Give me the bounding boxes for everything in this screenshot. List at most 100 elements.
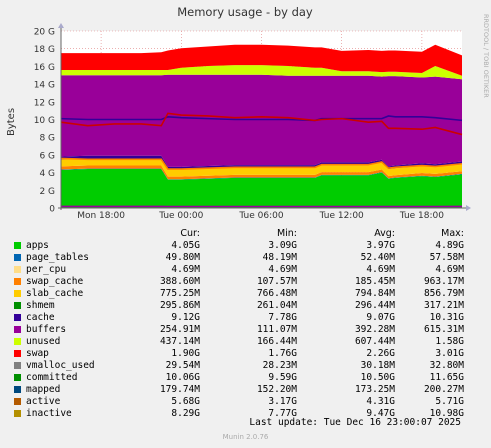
legend-swatch	[14, 266, 21, 273]
legend-value-avg: 296.44M	[354, 300, 395, 311]
legend-value-max: 3.01G	[435, 348, 464, 359]
y-tick-label: 0	[49, 205, 55, 215]
x-axis-arrow	[466, 205, 471, 211]
legend-row-cache: cache 9.12G 7.78G 9.07G 10.31G	[0, 312, 491, 323]
legend-value-min: 261.04M	[256, 300, 297, 311]
legend-row-buffers: buffers 254.91M 111.07M 392.28M 615.31M	[0, 324, 491, 335]
legend-row-swap: swap 1.90G 1.76G 2.26G 3.01G	[0, 348, 491, 359]
legend-swatch	[14, 290, 21, 297]
legend-value-avg: 30.18M	[360, 360, 395, 371]
legend-value-avg: 607.44M	[354, 336, 395, 347]
legend-value-cur: 49.80M	[165, 252, 200, 263]
legend-swatch	[14, 410, 21, 417]
legend-value-avg: 185.45M	[354, 276, 395, 287]
legend-value-cur: 254.91M	[159, 324, 200, 335]
legend-value-cur: 10.06G	[165, 372, 200, 383]
legend-row-active: active 5.68G 3.17G 4.31G 5.71G	[0, 396, 491, 407]
legend-value-max: 200.27M	[423, 384, 464, 395]
legend-value-avg: 52.40M	[360, 252, 395, 263]
legend-swatch	[14, 338, 21, 345]
legend-value-avg: 3.97G	[366, 240, 395, 251]
y-tick-label: 16 G	[34, 63, 55, 73]
area-cache	[61, 74, 462, 167]
legend-row-committed: committed 10.06G 9.59G 10.50G 11.65G	[0, 372, 491, 383]
legend-label: shmem	[26, 300, 55, 311]
legend-value-min: 7.78G	[268, 312, 297, 323]
stacked-areas	[61, 44, 462, 208]
header-cur: Cur:	[180, 228, 200, 239]
line-series	[60, 112, 463, 208]
legend-swatch	[14, 254, 21, 261]
legend-value-avg: 4.69M	[366, 264, 395, 275]
legend-row-swap-cache: swap_cache 388.60M 107.57M 185.45M 963.17M	[0, 276, 491, 287]
rrdtool-watermark: RRDTOOL / TOBI OETIKER	[482, 14, 490, 98]
legend-label: page_tables	[26, 252, 89, 263]
legend-value-max: 32.80M	[429, 360, 464, 371]
legend-value-cur: 4.05G	[171, 240, 200, 251]
legend-row-inactive: inactive 8.29G 7.77G 9.47G 10.98G	[0, 408, 491, 419]
legend-label: unused	[26, 336, 61, 347]
area-swap	[61, 44, 462, 76]
legend-swatch	[14, 374, 21, 381]
legend-value-max: 11.65G	[429, 372, 464, 383]
x-tick-label: Tue 12:00	[319, 211, 364, 221]
legend-swatch	[14, 278, 21, 285]
legend-value-max: 963.17M	[423, 276, 464, 287]
legend-row-shmem: shmem 295.86M 261.04M 296.44M 317.21M	[0, 300, 491, 311]
legend-value-min: 7.77G	[268, 408, 297, 419]
legend-row-unused: unused 437.14M 166.44M 607.44M 1.58G	[0, 336, 491, 347]
legend-value-max: 317.21M	[423, 300, 464, 311]
legend-label: cache	[26, 312, 55, 323]
legend-value-max: 4.69M	[435, 264, 464, 275]
legend-value-max: 856.79M	[423, 288, 464, 299]
area-swap-cache	[61, 165, 462, 180]
legend-value-cur: 5.68G	[171, 396, 200, 407]
y-tick-label: 6 G	[39, 151, 55, 161]
legend-swatch	[14, 326, 21, 333]
area-apps	[61, 169, 462, 208]
x-tick-label: Mon 18:00	[77, 211, 125, 221]
legend-label: mapped	[26, 384, 61, 395]
y-tick-label: 2 G	[39, 187, 55, 197]
legend-value-cur: 4.69M	[171, 264, 200, 275]
last-update: Last update: Tue Dec 16 23:00:07 2025	[249, 417, 461, 428]
legend-value-cur: 8.29G	[171, 408, 200, 419]
area-unused	[61, 65, 462, 80]
y-axis-arrow	[58, 23, 64, 28]
legend-value-avg: 794.84M	[354, 288, 395, 299]
y-axis-label: Bytes	[6, 108, 17, 136]
legend-value-avg: 173.25M	[354, 384, 395, 395]
legend-row-mapped: mapped 179.74M 152.20M 173.25M 200.27M	[0, 384, 491, 395]
legend-value-min: 152.20M	[256, 384, 297, 395]
header-max: Max:	[441, 228, 464, 239]
legend-value-min: 166.44M	[256, 336, 297, 347]
legend-value-avg: 9.07G	[366, 312, 395, 323]
legend-value-max: 615.31M	[423, 324, 464, 335]
legend-value-min: 4.69M	[268, 264, 297, 275]
legend-label: slab_cache	[26, 288, 84, 299]
y-tick-label: 14 G	[34, 81, 55, 91]
legend-value-max: 5.71G	[435, 396, 464, 407]
legend-label: active	[26, 396, 61, 407]
legend-label: inactive	[26, 408, 72, 419]
chart-title: Memory usage - by day	[177, 5, 313, 19]
legend-swatch	[14, 302, 21, 309]
legend-label: vmalloc_used	[26, 360, 95, 371]
legend-value-max: 4.89G	[435, 240, 464, 251]
y-tick-label: 4 G	[39, 169, 55, 179]
legend-label: apps	[26, 240, 49, 251]
legend-swatch	[14, 314, 21, 321]
legend-value-min: 3.09G	[268, 240, 297, 251]
header-avg: Avg:	[374, 228, 395, 239]
y-tick-label: 10 G	[34, 116, 55, 126]
legend-value-cur: 388.60M	[159, 276, 200, 287]
legend-value-min: 107.57M	[256, 276, 297, 287]
legend-value-max: 10.98G	[429, 408, 464, 419]
legend-row-slab-cache: slab_cache 775.25M 766.48M 794.84M 856.79M	[0, 288, 491, 299]
legend-swatch	[14, 242, 21, 249]
legend-label: buffers	[26, 324, 67, 335]
y-tick-label: 18 G	[34, 45, 55, 55]
legend-value-max: 10.31G	[429, 312, 464, 323]
line-inactive	[60, 112, 463, 136]
legend-label: committed	[26, 372, 78, 383]
